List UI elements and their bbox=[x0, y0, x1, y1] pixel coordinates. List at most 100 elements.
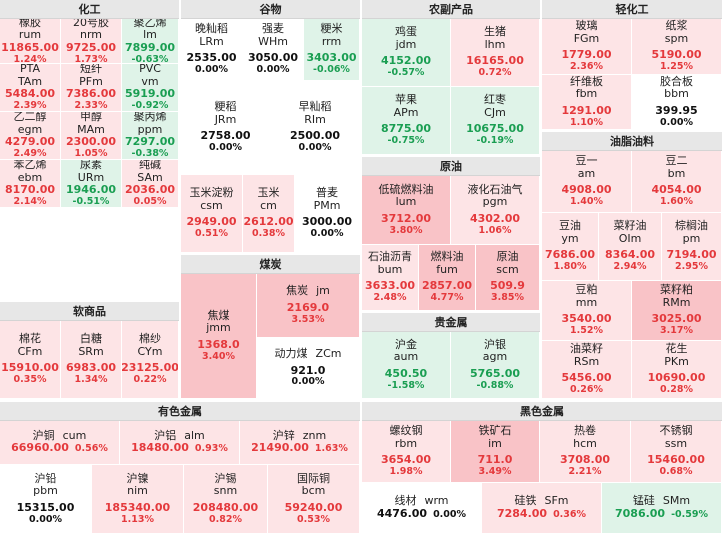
contract-tile-MAm[interactable]: 甲醇 MAm 2300.00 1.05% bbox=[61, 112, 122, 160]
contract-name: 焦炭 bbox=[286, 284, 309, 298]
contract-tile-SAm[interactable]: 纯碱 SAm 2036.00 0.05% bbox=[122, 160, 179, 208]
contract-price: 2300.00 bbox=[65, 135, 117, 149]
contract-tile-bcm[interactable]: 国际铜 bcm 59240.00 0.53% bbox=[268, 465, 360, 534]
contract-price: 2535.00 bbox=[186, 51, 237, 65]
contract-code: fbm bbox=[575, 87, 598, 101]
contract-tile-rbm[interactable]: 螺纹钢 rbm 3654.00 1.98% bbox=[362, 421, 451, 483]
contract-change-pct: 1.63% bbox=[314, 443, 348, 455]
contract-price: 7899.00 bbox=[124, 40, 176, 54]
contract-change-pct: 1.34% bbox=[74, 374, 108, 385]
contract-tile-pgm[interactable]: 液化石油气 pgm 4302.00 1.06% bbox=[451, 176, 540, 245]
contract-tile-pm[interactable]: 棕榈油 pm 7194.00 2.95% bbox=[662, 213, 722, 281]
contract-tile-fum[interactable]: 燃料油 fum 2857.00 4.77% bbox=[419, 245, 476, 311]
contract-tile-lhm[interactable]: 生猪 lhm 16165.00 0.72% bbox=[451, 19, 540, 87]
contract-code: jdm bbox=[395, 37, 417, 51]
contract-tile-hcm[interactable]: 热卷 hcm 3708.00 2.21% bbox=[540, 421, 631, 483]
contract-code: URm bbox=[77, 170, 105, 184]
contract-tile-cm[interactable]: 玉米 cm 2612.00 0.38% bbox=[243, 175, 295, 253]
contract-price: 3540.00 bbox=[561, 312, 612, 326]
contract-tile-bbm[interactable]: 胶合板 bbm 399.95 0.00% bbox=[632, 75, 722, 130]
contract-change-pct: 0.22% bbox=[133, 374, 167, 385]
contract-change-pct: 0.68% bbox=[659, 466, 693, 477]
contract-tile-scm[interactable]: 原油 scm 509.9 3.85% bbox=[476, 245, 540, 311]
contract-tile-PKm[interactable]: 花生 PKm 10690.00 0.28% bbox=[632, 341, 722, 399]
contract-tile-vm[interactable]: PVC vm 5919.00 -0.92% bbox=[122, 64, 179, 112]
contract-name: 豆粕 bbox=[575, 283, 598, 297]
contract-tile-CYm[interactable]: 棉纱 CYm 23125.00 0.22% bbox=[122, 321, 179, 399]
contract-tile-pbm[interactable]: 沪铅 pbm 15315.00 0.00% bbox=[0, 465, 92, 534]
contract-tile-JRm[interactable]: 粳稻 JRm 2758.00 0.00% bbox=[181, 81, 271, 175]
contract-tile-agm[interactable]: 沪银 agm 5765.00 -0.88% bbox=[451, 332, 540, 399]
contract-tile-nrm[interactable]: 20号胶 nrm 9725.00 1.73% bbox=[61, 19, 122, 64]
contract-price: 2500.00 bbox=[289, 129, 341, 143]
contract-tile-lum[interactable]: 低硫燃料油 lum 3712.00 3.80% bbox=[362, 176, 451, 245]
contract-tile-rrm[interactable]: 粳米 rrm 3403.00 -0.06% bbox=[304, 19, 360, 81]
contract-tile-PMm[interactable]: 普麦 PMm 3000.00 0.00% bbox=[295, 175, 360, 253]
contract-price: 8170.00 bbox=[4, 183, 56, 197]
contract-name: 沪镍 bbox=[126, 471, 149, 485]
contract-tile-cum[interactable]: 沪铜 cum 66960.00 0.56% bbox=[0, 421, 120, 465]
contract-tile-OIm[interactable]: 菜籽油 OIm 8364.00 2.94% bbox=[599, 213, 662, 281]
contract-tile-egm[interactable]: 乙二醇 egm 4279.00 2.49% bbox=[0, 112, 61, 160]
contract-code: fum bbox=[436, 262, 458, 276]
contract-tile-am[interactable]: 豆一 am 4908.00 1.40% bbox=[542, 151, 632, 213]
contract-label-row: 硅铁 SFm bbox=[514, 495, 568, 508]
contract-tile-bm[interactable]: 豆二 bm 4054.00 1.60% bbox=[632, 151, 722, 213]
contract-change-pct: 0.00% bbox=[256, 64, 290, 75]
contract-tile-RSm[interactable]: 油菜籽 RSm 5456.00 0.26% bbox=[542, 341, 632, 399]
contract-change-pct: 1.52% bbox=[570, 325, 603, 336]
contract-price: 10690.00 bbox=[647, 371, 706, 385]
contract-tile-SMm[interactable]: 锰硅 SMm 7086.00 -0.59% bbox=[602, 483, 722, 534]
contract-tile-rum[interactable]: 橡胶 rum 11865.00 1.24% bbox=[0, 19, 61, 64]
contract-code: FGm bbox=[573, 31, 600, 45]
contract-tile-CFm[interactable]: 棉花 CFm 15910.00 0.35% bbox=[0, 321, 61, 399]
contract-tile-lm[interactable]: 聚乙烯 lm 7899.00 -0.63% bbox=[122, 19, 179, 64]
sector-title: 化工 bbox=[0, 0, 179, 19]
contract-tile-mm[interactable]: 豆粕 mm 3540.00 1.52% bbox=[542, 281, 632, 341]
contract-name: 短纤 bbox=[80, 64, 102, 76]
contract-tile-RMm[interactable]: 菜籽粕 RMm 3025.00 3.17% bbox=[632, 281, 722, 341]
contract-tile-LRm[interactable]: 晚籼稻 LRm 2535.00 0.00% bbox=[181, 19, 243, 81]
contract-tile-FGm[interactable]: 玻璃 FGm 1779.00 2.36% bbox=[542, 19, 632, 75]
sector-title: 贵金属 bbox=[362, 313, 540, 332]
contract-tile-SFm[interactable]: 硅铁 SFm 7284.00 0.36% bbox=[482, 483, 602, 534]
contract-tile-fbm[interactable]: 纤维板 fbm 1291.00 1.10% bbox=[542, 75, 632, 130]
contract-tile-ym[interactable]: 豆油 ym 7686.00 1.80% bbox=[542, 213, 599, 281]
contract-name: 铁矿石 bbox=[478, 424, 512, 438]
contract-tile-URm[interactable]: 尿素 URm 1946.00 -0.51% bbox=[61, 160, 122, 208]
contract-price: 4302.00 bbox=[469, 211, 521, 225]
contract-tile-WHm[interactable]: 强麦 WHm 3050.00 0.00% bbox=[243, 19, 304, 81]
contract-tile-jmm[interactable]: 焦煤 jmm 1368.0 3.40% bbox=[181, 274, 257, 399]
contract-tile-csm[interactable]: 玉米淀粉 csm 2949.00 0.51% bbox=[181, 175, 243, 253]
contract-change-pct: 0.36% bbox=[553, 508, 587, 520]
contract-price: 23125.00 bbox=[122, 361, 179, 375]
contract-change-pct: 2.36% bbox=[570, 61, 603, 72]
contract-tile-APm[interactable]: 苹果 APm 8775.00 -0.75% bbox=[362, 87, 451, 155]
contract-tile-spm[interactable]: 纸浆 spm 5190.00 1.25% bbox=[632, 19, 722, 75]
contract-tile-wrm[interactable]: 线材 wrm 4476.00 0.00% bbox=[362, 483, 482, 534]
contract-tile-aum[interactable]: 沪金 aum 450.50 -1.58% bbox=[362, 332, 451, 399]
contract-tile-ssm[interactable]: 不锈钢 ssm 15460.00 0.68% bbox=[631, 421, 722, 483]
contract-tile-nim[interactable]: 沪镍 nim 185340.00 1.13% bbox=[92, 465, 184, 534]
contract-tile-im[interactable]: 铁矿石 im 711.0 3.49% bbox=[451, 421, 540, 483]
contract-tile-ZCm[interactable]: 动力煤 ZCm 921.0 0.00% bbox=[257, 338, 360, 399]
contract-price: 10675.00 bbox=[466, 122, 524, 136]
contract-tile-ebm[interactable]: 苯乙烯 ebm 8170.00 2.14% bbox=[0, 160, 61, 208]
contract-price: 6983.00 bbox=[65, 361, 117, 375]
contract-name: 沪铅 bbox=[34, 471, 57, 485]
contract-tile-CJm[interactable]: 红枣 CJm 10675.00 -0.19% bbox=[451, 87, 540, 155]
contract-tile-bum[interactable]: 石油沥青 bum 3633.00 2.48% bbox=[362, 245, 419, 311]
contract-tile-znm[interactable]: 沪锌 znm 21490.00 1.63% bbox=[240, 421, 360, 465]
contract-tile-alm[interactable]: 沪铝 alm 18480.00 0.93% bbox=[120, 421, 240, 465]
contract-tile-jm[interactable]: 焦炭 jm 2169.0 3.53% bbox=[257, 274, 360, 338]
contract-tile-snm[interactable]: 沪锡 snm 208480.00 0.82% bbox=[184, 465, 268, 534]
contract-tile-TAm[interactable]: PTA TAm 5484.00 2.39% bbox=[0, 64, 61, 112]
contract-name: 苯乙烯 bbox=[13, 160, 47, 172]
contract-tile-PFm[interactable]: 短纤 PFm 7386.00 2.33% bbox=[61, 64, 122, 112]
contract-tile-SRm[interactable]: 白糖 SRm 6983.00 1.34% bbox=[61, 321, 122, 399]
sector-title: 有色金属 bbox=[0, 402, 360, 421]
contract-tile-RIm[interactable]: 早籼稻 RIm 2500.00 0.00% bbox=[271, 81, 360, 175]
contract-tile-jdm[interactable]: 鸡蛋 jdm 4152.00 -0.57% bbox=[362, 19, 451, 87]
contract-tile-ppm[interactable]: 聚丙烯 ppm 7297.00 -0.38% bbox=[122, 112, 179, 160]
contract-change-pct: 1.13% bbox=[121, 513, 154, 525]
